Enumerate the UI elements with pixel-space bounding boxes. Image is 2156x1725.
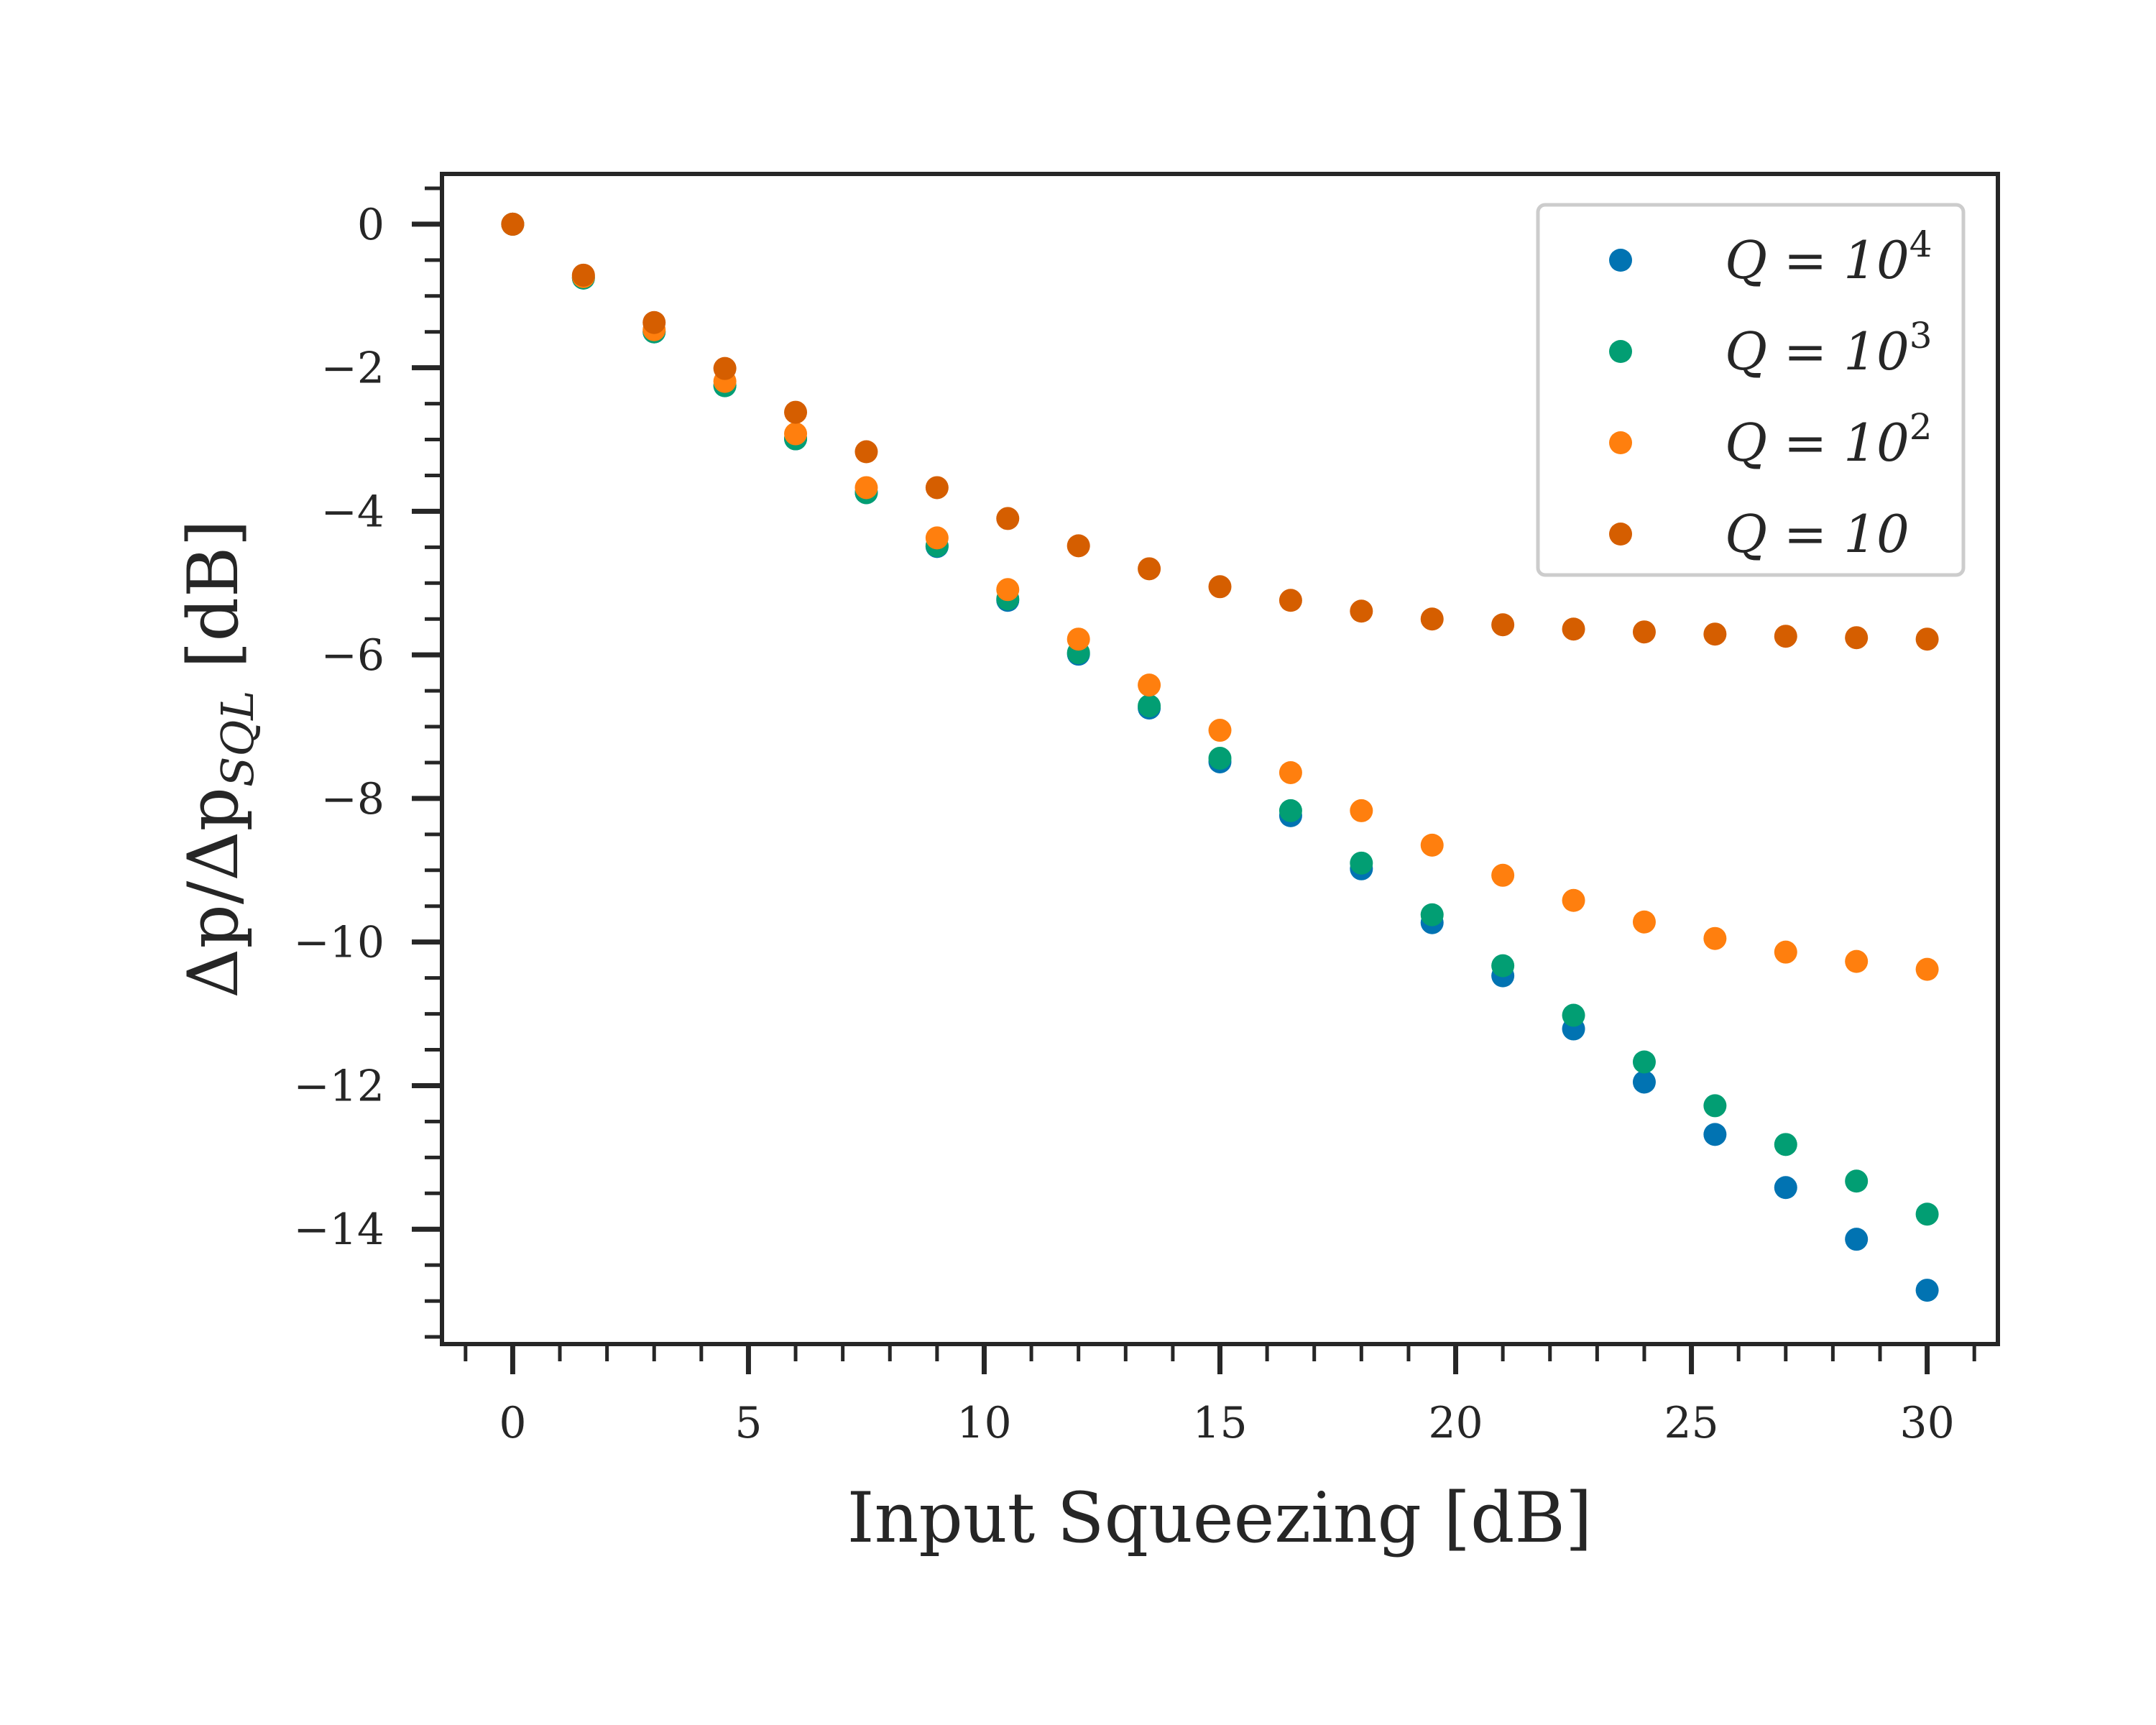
y-tick-label: −10 xyxy=(293,918,384,968)
data-point xyxy=(1138,694,1161,718)
y-tick-label: −8 xyxy=(321,774,384,824)
data-point xyxy=(854,476,878,500)
data-point xyxy=(996,507,1020,530)
data-point xyxy=(642,310,666,334)
data-point xyxy=(1632,620,1656,644)
data-point xyxy=(784,422,808,446)
x-tick-label: 10 xyxy=(957,1398,1011,1448)
legend-marker xyxy=(1609,249,1632,272)
data-point xyxy=(1562,617,1585,641)
x-axis-label: Input Squeezing [dB] xyxy=(847,1478,1593,1558)
x-tick-label: 20 xyxy=(1428,1398,1483,1448)
data-point xyxy=(854,440,878,464)
data-point xyxy=(1562,888,1585,912)
data-point xyxy=(1350,851,1373,875)
data-point xyxy=(1774,625,1797,648)
legend-label: Q = 10 xyxy=(1725,504,1909,564)
y-axis-label-main: Δp/Δp xyxy=(173,787,254,998)
legend-label: Q = 103 xyxy=(1725,315,1932,382)
legend-marker xyxy=(1609,340,1632,363)
data-point xyxy=(784,400,808,424)
data-point xyxy=(1067,534,1090,558)
data-point xyxy=(1845,1169,1869,1193)
legend: Q = 104 Q = 103 Q = 102 Q = 10 xyxy=(1536,203,1966,577)
data-point xyxy=(713,356,737,380)
data-point xyxy=(1491,954,1515,978)
data-point xyxy=(1703,1094,1727,1118)
data-point xyxy=(1420,903,1444,926)
x-tick-label: 0 xyxy=(499,1398,526,1448)
data-point xyxy=(1915,627,1939,651)
data-point xyxy=(1138,673,1161,697)
data-point xyxy=(925,476,949,500)
data-point xyxy=(1350,799,1373,822)
data-point xyxy=(1208,719,1232,742)
y-tick-label: −4 xyxy=(321,487,384,537)
data-point xyxy=(1845,949,1869,973)
data-point xyxy=(1279,589,1302,612)
data-point xyxy=(1067,627,1090,651)
data-point xyxy=(1279,799,1302,822)
data-point xyxy=(1632,1050,1656,1074)
data-point xyxy=(1350,599,1373,623)
y-tick-label: −2 xyxy=(321,344,384,394)
x-tick-label: 15 xyxy=(1192,1398,1247,1448)
y-axis-label-subscript: SQL xyxy=(211,691,264,787)
data-point xyxy=(1138,557,1161,581)
data-point xyxy=(571,263,595,287)
data-point xyxy=(1774,1176,1797,1200)
data-point xyxy=(1491,613,1515,637)
data-point xyxy=(1845,626,1869,650)
data-point xyxy=(1703,926,1727,950)
data-point xyxy=(1915,957,1939,981)
data-point xyxy=(1915,1279,1939,1302)
y-tick-label: −12 xyxy=(293,1061,384,1111)
plot-frame xyxy=(440,172,2000,1346)
data-point xyxy=(1208,747,1232,770)
x-tick-label: 5 xyxy=(734,1398,762,1448)
legend-marker xyxy=(1609,431,1632,454)
y-axis-label-unit: [dB] xyxy=(173,520,254,690)
y-tick-label: −14 xyxy=(293,1205,384,1255)
data-point xyxy=(1279,760,1302,784)
axis-ticks: 0 5 10 15 20 25 30 0 −2 −4 −6 −8 −10 −12 −14 xyxy=(293,186,1976,1448)
series-4 xyxy=(501,212,1939,651)
data-point xyxy=(1208,575,1232,599)
y-tick-label: −6 xyxy=(321,630,384,681)
legend-box xyxy=(1536,203,1966,577)
x-tick-label: 25 xyxy=(1664,1398,1718,1448)
data-point xyxy=(1632,1070,1656,1094)
x-tick-label: 30 xyxy=(1899,1398,1954,1448)
data-point xyxy=(1845,1228,1869,1251)
legend-marker xyxy=(1609,523,1632,546)
data-point xyxy=(1703,622,1727,646)
data-point xyxy=(1774,940,1797,964)
data-point xyxy=(1703,1123,1727,1146)
data-point xyxy=(1632,910,1656,934)
data-point xyxy=(996,578,1020,602)
data-point xyxy=(1420,607,1444,631)
legend-label: Q = 102 xyxy=(1725,406,1932,473)
data-point xyxy=(1491,863,1515,887)
data-point xyxy=(1774,1133,1797,1156)
data-point xyxy=(925,526,949,550)
data-point xyxy=(501,212,525,236)
data-point xyxy=(1562,1003,1585,1027)
y-axis-label: Δp/ΔpSQL [dB] xyxy=(173,520,264,998)
y-tick-label: 0 xyxy=(357,200,384,250)
data-point xyxy=(1915,1202,1939,1226)
legend-label: Q = 104 xyxy=(1725,224,1932,290)
data-point xyxy=(1420,833,1444,857)
data-points xyxy=(501,212,1939,1302)
